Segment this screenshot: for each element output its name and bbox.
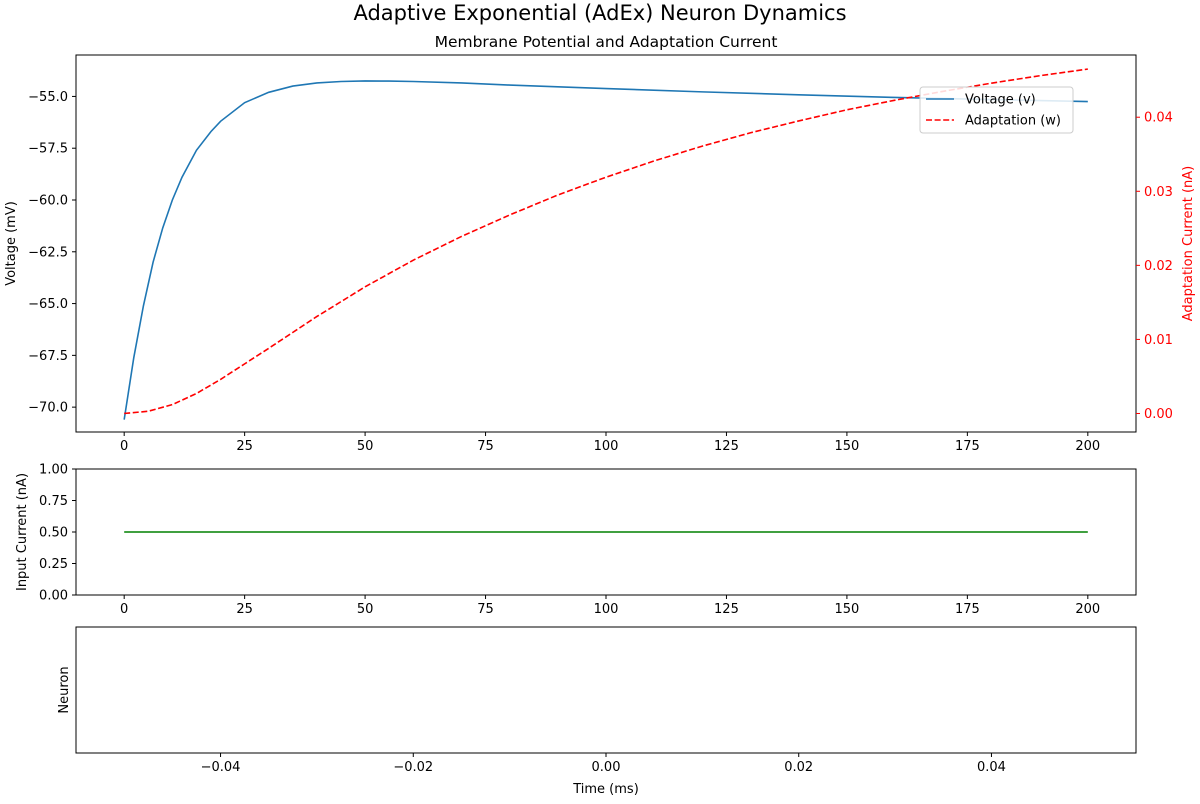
y-tick-label: −62.5 (28, 245, 68, 260)
x-tick-label: 100 (594, 439, 619, 454)
x-tick-label: 175 (955, 602, 980, 617)
x-tick-label: 75 (477, 602, 494, 617)
x-tick-label: 125 (714, 439, 739, 454)
y-axis-label: Voltage (mV) (4, 201, 19, 286)
x-tick-label: 125 (714, 602, 739, 617)
y-tick-label: −60.0 (28, 194, 68, 209)
y-tick-label: 0.00 (39, 589, 68, 604)
legend-label: Voltage (v) (965, 93, 1036, 108)
y-right-tick-label: 0.02 (1144, 259, 1173, 274)
y-right-tick-label: 0.01 (1144, 333, 1173, 348)
x-tick-label: 100 (594, 602, 619, 617)
panels: 0 25 50 75 100 125 150 175 200 −70.0 −67.5 −65.0 −62… (4, 33, 1196, 797)
x-tick-label: −0.04 (201, 760, 241, 775)
x-tick-label: 175 (955, 439, 980, 454)
y-tick-label: 0.50 (39, 526, 68, 541)
y-axis-label: Input Current (nA) (15, 473, 30, 591)
legend-box (919, 86, 1074, 134)
legend-label: Adaptation (w) (965, 114, 1061, 129)
y-axis-label: Neuron (57, 666, 72, 713)
x-tick-label: 0 (120, 602, 128, 617)
y-right-axis-label: Adaptation Current (nA) (1181, 166, 1196, 321)
panel-3: −0.04 −0.02 0.00 0.02 0.04 Neuron Time (ms) (57, 626, 1137, 797)
axes-frame (75, 626, 1137, 754)
legend: Voltage (v) Adaptation (w) (919, 86, 1074, 134)
panel-2: 0 25 50 75 100 125 150 175 200 0.00 0.25 0.50 0.75 1.… (15, 463, 1137, 617)
y-tick-label: 0.75 (39, 494, 68, 509)
x-tick-label: 200 (1075, 439, 1100, 454)
y-tick-label: −55.0 (28, 90, 68, 105)
figure-suptitle: Adaptive Exponential (AdEx) Neuron Dynam… (353, 1, 846, 25)
y-tick-label: −65.0 (28, 297, 68, 312)
x-tick-label: 150 (834, 602, 859, 617)
y-tick-label: −67.5 (28, 349, 68, 364)
x-tick-label: 150 (834, 439, 859, 454)
x-tick-label: 25 (236, 602, 253, 617)
y-tick-label: 0.25 (39, 557, 68, 572)
y-tick-label: −57.5 (28, 142, 68, 157)
y-right-tick-label: 0.04 (1144, 111, 1173, 126)
x-tick-label: 200 (1075, 602, 1100, 617)
x-tick-label: 50 (357, 439, 374, 454)
y-right-tick-label: 0.00 (1144, 407, 1173, 422)
x-tick-label: 0 (120, 439, 128, 454)
x-tick-label: 0.00 (592, 760, 621, 775)
x-tick-label: 0.04 (977, 760, 1006, 775)
y-tick-label: −70.0 (28, 401, 68, 416)
x-tick-label: 75 (477, 439, 494, 454)
x-tick-label: 0.02 (784, 760, 813, 775)
x-tick-label: −0.02 (393, 760, 433, 775)
series-line-2 (124, 68, 1088, 415)
y-right-tick-label: 0.03 (1144, 185, 1173, 200)
x-axis-label: Time (ms) (572, 782, 639, 797)
y-tick-label: 1.00 (39, 463, 68, 478)
panel-title: Membrane Potential and Adaptation Curren… (435, 33, 778, 51)
panel-1: 0 25 50 75 100 125 150 175 200 −70.0 −67.5 −65.0 −62… (4, 33, 1196, 454)
series-line-1 (123, 80, 1088, 420)
x-tick-label: 25 (236, 439, 253, 454)
x-tick-label: 50 (357, 602, 374, 617)
